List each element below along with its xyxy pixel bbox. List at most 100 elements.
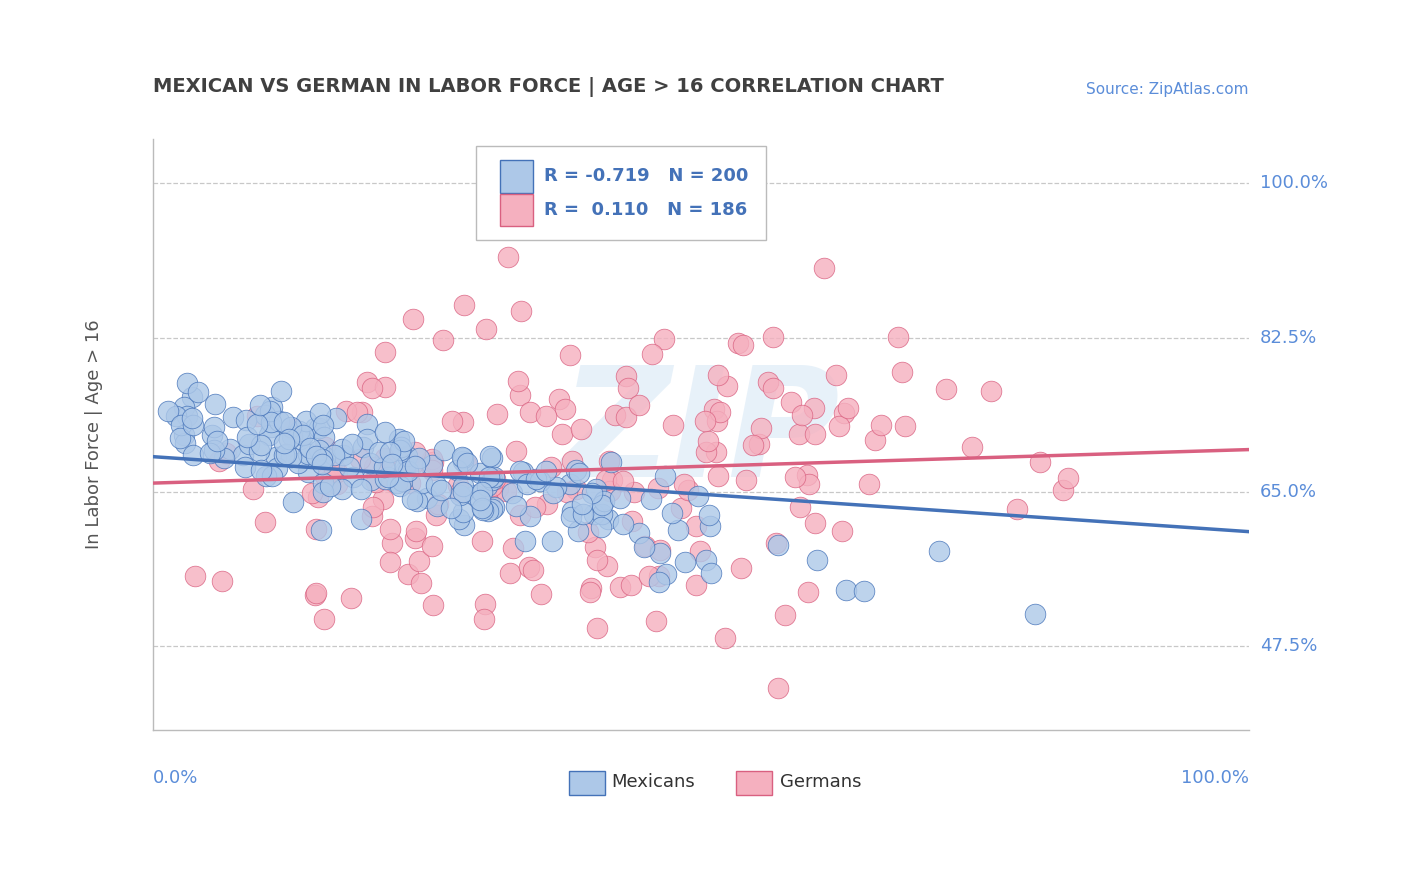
Point — [789, 500, 811, 515]
Point — [865, 433, 887, 447]
Point — [519, 405, 541, 419]
Point — [349, 451, 371, 466]
Point — [707, 368, 730, 382]
Point — [401, 458, 423, 472]
Point — [308, 443, 330, 458]
Point — [676, 483, 699, 498]
Point — [766, 681, 789, 696]
Point — [405, 494, 427, 508]
Point — [576, 524, 599, 539]
Point — [523, 500, 546, 514]
Point — [585, 482, 607, 496]
Point — [641, 347, 664, 361]
Point — [609, 580, 631, 594]
Point — [363, 460, 385, 475]
Point — [516, 476, 538, 491]
Point — [534, 409, 557, 423]
Point — [422, 455, 444, 469]
Point — [260, 400, 283, 414]
Point — [960, 440, 983, 454]
Point — [524, 472, 547, 486]
Point — [540, 460, 562, 475]
Point — [572, 507, 595, 521]
Point — [1057, 471, 1080, 485]
Point — [595, 473, 617, 487]
Point — [858, 477, 880, 491]
Point — [198, 446, 221, 460]
Point — [471, 485, 494, 500]
Point — [534, 464, 557, 478]
Point — [449, 488, 471, 502]
Text: R = -0.719   N = 200: R = -0.719 N = 200 — [544, 168, 748, 186]
Text: 47.5%: 47.5% — [1260, 637, 1317, 656]
Point — [381, 536, 404, 550]
Point — [294, 414, 316, 428]
Text: In Labor Force | Age > 16: In Labor Force | Age > 16 — [86, 320, 103, 549]
Point — [475, 322, 498, 336]
Point — [612, 475, 634, 489]
Point — [249, 438, 271, 452]
Text: 0.0%: 0.0% — [153, 769, 198, 787]
Point — [813, 260, 835, 275]
FancyBboxPatch shape — [477, 146, 766, 240]
Point — [253, 408, 276, 422]
Point — [568, 467, 591, 481]
Point — [326, 476, 349, 491]
Point — [478, 496, 501, 510]
Point — [579, 581, 602, 595]
Point — [481, 501, 503, 516]
Point — [311, 452, 333, 467]
Point — [609, 491, 631, 505]
Point — [433, 443, 456, 458]
Point — [773, 608, 796, 623]
Point — [430, 483, 453, 498]
Point — [565, 463, 588, 477]
Point — [451, 415, 474, 429]
Point — [831, 524, 853, 538]
Point — [342, 469, 364, 483]
Point — [266, 461, 288, 475]
Point — [374, 380, 396, 394]
Point — [586, 553, 609, 567]
Point — [267, 414, 290, 428]
Point — [420, 463, 443, 477]
Point — [236, 430, 259, 444]
Point — [837, 401, 859, 416]
Point — [181, 417, 204, 432]
Point — [432, 333, 454, 347]
Text: MEXICAN VS GERMAN IN LABOR FORCE | AGE > 16 CORRELATION CHART: MEXICAN VS GERMAN IN LABOR FORCE | AGE >… — [153, 78, 943, 97]
Point — [1024, 607, 1046, 622]
Point — [834, 406, 856, 420]
Point — [366, 475, 388, 489]
Point — [201, 428, 224, 442]
Point — [581, 485, 603, 500]
Point — [298, 442, 321, 456]
Point — [695, 444, 717, 458]
Point — [561, 504, 583, 518]
Point — [211, 574, 233, 588]
Point — [165, 409, 187, 423]
Point — [259, 420, 281, 434]
Point — [472, 503, 495, 517]
Point — [259, 404, 281, 418]
Point — [685, 518, 707, 533]
Point — [305, 586, 328, 600]
Text: Mexicans: Mexicans — [610, 773, 695, 791]
Point — [695, 553, 717, 567]
Point — [748, 437, 770, 451]
Point — [627, 525, 650, 540]
Point — [273, 436, 295, 450]
Point — [280, 450, 302, 464]
Point — [314, 440, 336, 454]
Point — [181, 390, 204, 404]
Point — [600, 454, 623, 468]
Point — [495, 484, 517, 499]
Point — [765, 536, 787, 550]
Point — [235, 413, 257, 427]
Point — [780, 394, 803, 409]
Point — [796, 467, 818, 482]
Point — [176, 409, 198, 424]
Point — [233, 459, 256, 474]
Point — [548, 392, 571, 406]
Point — [530, 587, 553, 601]
